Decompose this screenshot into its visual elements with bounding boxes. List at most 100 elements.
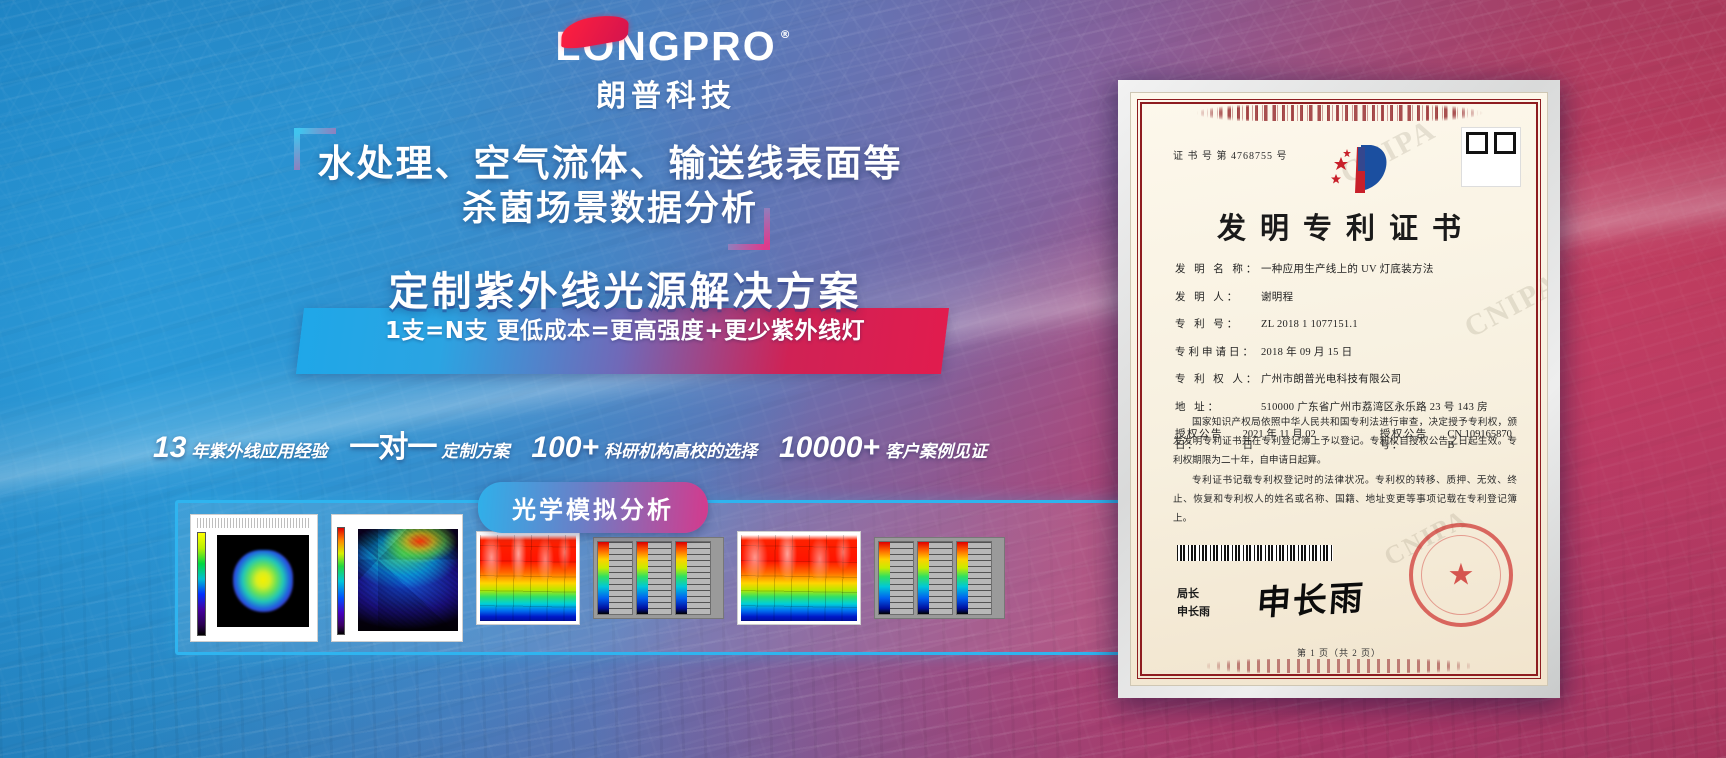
field-key: 授权公告号： (1379, 429, 1428, 451)
field-value: 2021 年 11 月 02 日 (1242, 429, 1316, 451)
legend-values (968, 541, 991, 614)
legend-colorbar (918, 541, 929, 614)
registered-trademark-icon: ® (779, 28, 791, 41)
certificate-page-number: 第 1 页（共 2 页） (1296, 648, 1381, 658)
heatmap-texture (741, 534, 857, 621)
stat-item: 10000+ 客户案例见证 (779, 431, 987, 465)
patent-certificate[interactable]: CNIPA CNIPA CNIPA 证 书 号 第 4768755 号 发明专 (1118, 80, 1560, 698)
certificate-border (1137, 99, 1541, 679)
cnipa-emblem-icon (1327, 141, 1397, 197)
field-key: 专利申请日： (1175, 346, 1256, 358)
field-value: 2018 年 09 月 15 日 (1261, 346, 1353, 358)
seal-inner-ring (1421, 535, 1501, 615)
signer-title: 局长 (1177, 587, 1199, 600)
brand-logo: LONGPRO ® 朗普科技 (536, 10, 796, 115)
logo-chinese-name: 朗普科技 (596, 79, 736, 114)
bracket-bottom-right-icon (728, 208, 770, 250)
legend-colorbar (637, 541, 648, 614)
legend-values (609, 541, 632, 614)
certificate-paragraph-1: 国家知识产权局依照中华人民共和国专利法进行审查，决定授予专利权，颁发发明专利证书… (1173, 417, 1517, 467)
stat-label: 年紫外线应用经验 (191, 442, 328, 462)
certificate-paragraph-2: 专利证书记载专利权登记时的法律状况。专利权的转移、质押、无效、终止、恢复和专利权… (1173, 474, 1517, 524)
field-row: 专 利 权 人： 广州市朗普光电科技有限公司 (1175, 374, 1517, 386)
field-value: 广州市朗普光电科技有限公司 (1261, 374, 1402, 385)
legend-colorbar (676, 541, 687, 614)
grant-number: 授权公告号： CN 109165870 B (1379, 429, 1517, 451)
legend-colorbar (598, 541, 609, 614)
qr-code-icon (1461, 127, 1521, 187)
field-value: ZL 2018 1 1077151.1 (1261, 319, 1358, 330)
seal-star-icon: ★ (1447, 557, 1475, 593)
signer-block: 局长 申长雨 (1177, 585, 1210, 620)
colorbar-legend (917, 540, 953, 615)
field-row: 发 明 人： 谢明程 (1175, 291, 1517, 304)
scatter-noise (358, 528, 458, 631)
plot-title-bar (197, 517, 311, 528)
legend-values (648, 541, 671, 614)
optical-simulation-badge: 光学模拟分析 (478, 482, 708, 533)
headline: 水处理、空气流体、输送线表面等 杀菌场景数据分析 (300, 140, 920, 232)
headline-line-1: 水处理、空气流体、输送线表面等 (317, 142, 903, 185)
stats-row: 13 年紫外线应用经验 一对一 定制方案 100+ 科研机构高校的选择 1000… (110, 422, 1030, 466)
slogan-sub: 1支=N支 更低成本=更高强度+更少紫外线灯 (384, 318, 866, 344)
stat-item: 一对一 定制方案 (349, 422, 509, 466)
official-seal-icon: ★ (1409, 523, 1513, 627)
field-key: 授权公告日： (1175, 429, 1223, 451)
conveyor-heatmap-a[interactable] (476, 530, 580, 625)
plot-area (358, 528, 458, 631)
certificate-title: 发明专利证书 (1216, 211, 1475, 245)
stat-item: 100+ 科研机构高校的选择 (531, 431, 757, 465)
stat-number: 100+ (531, 431, 599, 464)
stat-item: 13 年紫外线应用经验 (153, 431, 327, 465)
grant-date: 授权公告日： 2021 年 11 月 02 日 (1175, 429, 1324, 451)
stat-number: 10000+ (779, 431, 880, 464)
field-row: 专利申请日： 2018 年 09 月 15 日 (1175, 346, 1517, 359)
field-key: 专 利 权 人： (1175, 374, 1260, 385)
field-key: 发 明 名 称： (1175, 264, 1260, 275)
irradiance-blob (233, 549, 293, 612)
certificate-page: CNIPA CNIPA CNIPA 证 书 号 第 4768755 号 发明专 (1130, 92, 1548, 686)
plot-colorbar (337, 526, 345, 635)
field-row-grant: 授权公告日： 2021 年 11 月 02 日 授权公告号： CN 109165… (1175, 429, 1517, 451)
optical-simulation-panel (175, 500, 1255, 655)
headline-line-2: 杀菌场景数据分析 (461, 189, 758, 230)
colorbar-legend-group-a[interactable] (593, 536, 724, 619)
conveyor-heatmap-b[interactable] (737, 530, 861, 625)
legend-values (929, 541, 952, 614)
certificate-body: 国家知识产权局依照中华人民共和国专利法进行审查，决定授予专利权，颁发发明专利证书… (1173, 413, 1517, 528)
signer-name: 申长雨 (1177, 604, 1210, 618)
bracket-top-left-icon (294, 128, 336, 170)
stat-label: 定制方案 (441, 442, 510, 462)
plot-colorbar (197, 531, 206, 636)
colorbar-legend (878, 540, 914, 615)
logo-mark: LONGPRO ® (555, 10, 791, 67)
plot-area (217, 534, 309, 627)
field-key: 专 利 号： (1175, 319, 1241, 330)
field-key: 地 址： (1175, 401, 1222, 413)
slogan-main: 定制紫外线光源解决方案 (388, 269, 862, 315)
field-value: CN 109165870 B (1447, 429, 1512, 451)
stat-number: 13 (153, 431, 187, 464)
scatter-density-plot[interactable] (331, 513, 463, 642)
field-value: 一种应用生产线上的 UV 灯底装方法 (1261, 264, 1434, 275)
certificate-ornament-top (1147, 105, 1531, 121)
field-key: 发 明 人： (1175, 291, 1241, 303)
stat-number: 一对一 (349, 430, 437, 465)
heatmap-texture (480, 534, 576, 621)
legend-values (890, 541, 913, 614)
colorbar-legend-group-b[interactable] (874, 536, 1005, 619)
field-value: 510000 广东省广州市荔湾区永乐路 23 号 143 房 (1261, 401, 1488, 413)
legend-values (687, 541, 710, 614)
legend-colorbar (879, 541, 890, 614)
stat-label: 科研机构高校的选择 (604, 442, 757, 462)
field-value: 谢明程 (1261, 291, 1294, 303)
colorbar-legend (597, 540, 633, 615)
colorbar-legend (636, 540, 672, 615)
irradiance-bullseye-plot[interactable] (190, 513, 318, 642)
colorbar-legend (675, 540, 711, 615)
colorbar-legend (956, 540, 992, 615)
handwritten-signature: 申长雨 (1255, 580, 1366, 623)
legend-colorbar (957, 541, 968, 614)
field-row: 发 明 名 称： 一种应用生产线上的 UV 灯底装方法 (1175, 264, 1517, 276)
